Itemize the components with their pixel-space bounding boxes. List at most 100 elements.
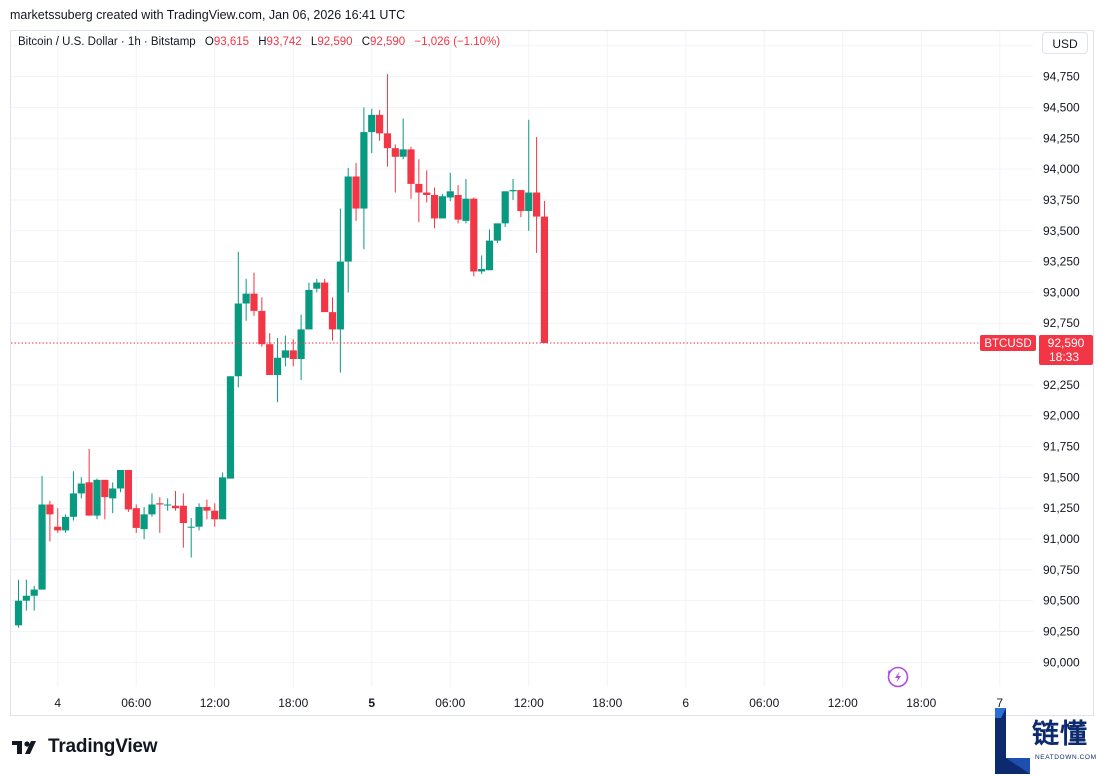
- candle-body: [30, 589, 38, 596]
- candle-body: [69, 493, 78, 517]
- price-axis-label: 94,000: [1043, 162, 1080, 176]
- price-axis-label: 90,250: [1043, 625, 1080, 639]
- candle: [525, 119, 533, 231]
- candle: [415, 159, 423, 223]
- candle: [266, 333, 274, 376]
- candle: [195, 503, 203, 531]
- candle: [179, 493, 187, 548]
- candle-body: [438, 196, 446, 219]
- currency-button[interactable]: USD: [1042, 32, 1088, 54]
- candle-body: [289, 350, 297, 359]
- neatdown-logo-icon: [995, 708, 1030, 774]
- time-axis-label: 18:00: [906, 696, 936, 710]
- candle: [85, 449, 93, 516]
- candle: [305, 282, 313, 330]
- price-tag-value: 92,590: [1048, 336, 1085, 350]
- neatdown-brand-cn: 链懂: [1032, 719, 1088, 750]
- symbol-tag: [980, 334, 1036, 351]
- tradingview-logo-text: TradingView: [48, 736, 158, 757]
- candle-body: [46, 504, 54, 515]
- candle-body: [517, 190, 525, 212]
- candle-body: [22, 595, 30, 601]
- candle: [328, 297, 337, 341]
- price-tag-countdown: 18:33: [1049, 350, 1079, 364]
- candle: [540, 200, 549, 343]
- candle-body: [156, 503, 164, 505]
- candle-body: [109, 488, 117, 499]
- candle: [30, 585, 38, 611]
- legend-close-value: 92,590: [370, 36, 406, 48]
- price-axis-label: 92,250: [1043, 378, 1080, 392]
- legend-high-value: 93,742: [266, 36, 302, 48]
- candle: [234, 251, 242, 388]
- candle: [109, 482, 117, 514]
- candle: [211, 503, 219, 527]
- candle: [360, 107, 368, 250]
- news-bolt-icon: [887, 666, 909, 688]
- time-axis-label: 12:00: [514, 696, 544, 710]
- candle: [258, 297, 266, 347]
- price-axis-label: 91,750: [1043, 440, 1080, 454]
- candle: [321, 278, 329, 313]
- candle-body: [383, 133, 392, 149]
- candle-body: [336, 261, 344, 330]
- candle-body: [533, 192, 541, 217]
- candle-body: [179, 505, 187, 523]
- candle-body: [501, 191, 509, 224]
- chart-legend: Bitcoin / U.S. Dollar · 1h · Bitstamp O9…: [18, 36, 500, 48]
- candle-body: [250, 293, 258, 311]
- candle: [289, 339, 297, 367]
- candle-body: [478, 268, 486, 272]
- time-axis-label: 06:00: [121, 696, 151, 710]
- candle: [54, 508, 62, 533]
- price-axis-label: 91,500: [1043, 470, 1080, 484]
- candle: [313, 278, 321, 293]
- chart-grid: [11, 31, 1033, 687]
- candle: [93, 478, 101, 520]
- time-axis-label: 7: [996, 696, 1003, 710]
- candle: [509, 178, 517, 200]
- candle: [352, 162, 360, 221]
- chart-header-title: marketssuberg created with TradingView.c…: [10, 8, 406, 22]
- candle-body: [132, 508, 140, 528]
- candle: [148, 493, 156, 517]
- time-axis-label: 12:00: [828, 696, 858, 710]
- candle: [423, 170, 431, 203]
- price-axis-label: 90,750: [1043, 563, 1080, 577]
- candle: [533, 137, 541, 253]
- candle: [132, 504, 140, 533]
- price-tag: [1039, 334, 1093, 365]
- candle-body: [391, 148, 399, 157]
- price-axis-label: 94,250: [1043, 131, 1080, 145]
- candle-body: [376, 114, 384, 134]
- candle-body: [399, 149, 407, 157]
- candle-body: [164, 504, 172, 506]
- candle: [368, 108, 376, 154]
- candle: [376, 109, 384, 141]
- candle-body: [211, 510, 219, 520]
- candle: [281, 335, 289, 367]
- time-axis-label: 18:00: [278, 696, 308, 710]
- price-axis-label: 92,750: [1043, 316, 1080, 330]
- tradingview-logo[interactable]: TradingView: [12, 736, 158, 758]
- candle: [101, 479, 109, 520]
- candle: [297, 314, 305, 380]
- candle-body: [258, 310, 266, 345]
- candle: [124, 469, 132, 512]
- candle: [438, 193, 446, 219]
- tradingview-logo-icon: [12, 741, 36, 754]
- candle-body: [423, 192, 431, 195]
- candle-body: [203, 506, 211, 511]
- price-axis-label: 93,750: [1043, 193, 1080, 207]
- candle-body: [415, 183, 423, 193]
- time-axis-label: 18:00: [592, 696, 622, 710]
- candle-body: [226, 376, 235, 479]
- candle: [336, 208, 344, 373]
- candle-body: [171, 505, 180, 509]
- symbol-tag-label: BTCUSD: [984, 338, 1031, 350]
- price-axis-label: 93,500: [1043, 224, 1080, 238]
- candle: [493, 223, 501, 244]
- neatdown-brand: 链懂 NEATDOWN.COM: [990, 706, 1107, 776]
